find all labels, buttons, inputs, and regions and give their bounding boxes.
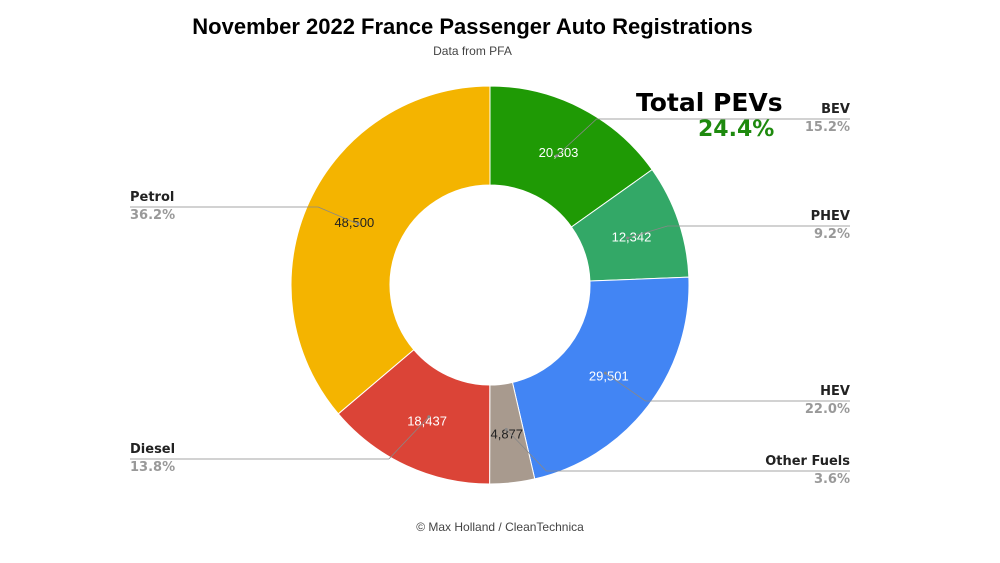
legend-name-diesel: Diesel	[130, 442, 175, 457]
legend-percent-hev: 22.0%	[805, 402, 850, 417]
legend-name-hev: HEV	[820, 384, 850, 399]
total-pevs-label: Total PEVs	[636, 88, 783, 117]
leader-dot-hev	[603, 371, 607, 375]
credit: © Max Holland / CleanTechnica	[416, 520, 584, 534]
chart-subtitle: Data from PFA	[433, 44, 512, 58]
leader-line-phev	[627, 225, 850, 239]
legend-name-petrol: Petrol	[130, 190, 174, 205]
value-label-bev: 20,303	[539, 145, 579, 160]
leader-line-other-fuels	[505, 429, 850, 472]
slice-bev	[489, 85, 653, 228]
leader-line-bev	[556, 118, 850, 157]
legend-name-other-fuels: Other Fuels	[765, 454, 850, 469]
leader-dot-petrol	[356, 222, 360, 226]
leader-dot-phev	[625, 236, 629, 240]
value-label-hev: 29,501	[589, 369, 629, 384]
leader-line-petrol	[130, 206, 359, 225]
legend-name-phev: PHEV	[811, 209, 850, 224]
leader-dot-other-fuels	[504, 427, 508, 431]
slice-petrol	[290, 85, 491, 415]
value-label-diesel: 18,437	[407, 414, 447, 429]
legend-name-bev: BEV	[821, 102, 850, 117]
slice-hev	[511, 276, 690, 480]
chart-title: November 2022 France Passenger Auto Regi…	[192, 14, 753, 39]
leader-dot-diesel	[427, 415, 431, 419]
total-pevs-value: 24.4%	[698, 117, 775, 142]
legend-percent-petrol: 36.2%	[130, 208, 175, 223]
legend-percent-diesel: 13.8%	[130, 460, 175, 475]
legend-percent-phev: 9.2%	[814, 227, 850, 242]
legend-percent-bev: 15.2%	[805, 120, 850, 135]
legend-percent-other-fuels: 3.6%	[814, 472, 850, 487]
leader-dot-bev	[555, 154, 559, 158]
leader-line-hev	[605, 372, 850, 402]
leader-line-diesel	[130, 416, 430, 460]
